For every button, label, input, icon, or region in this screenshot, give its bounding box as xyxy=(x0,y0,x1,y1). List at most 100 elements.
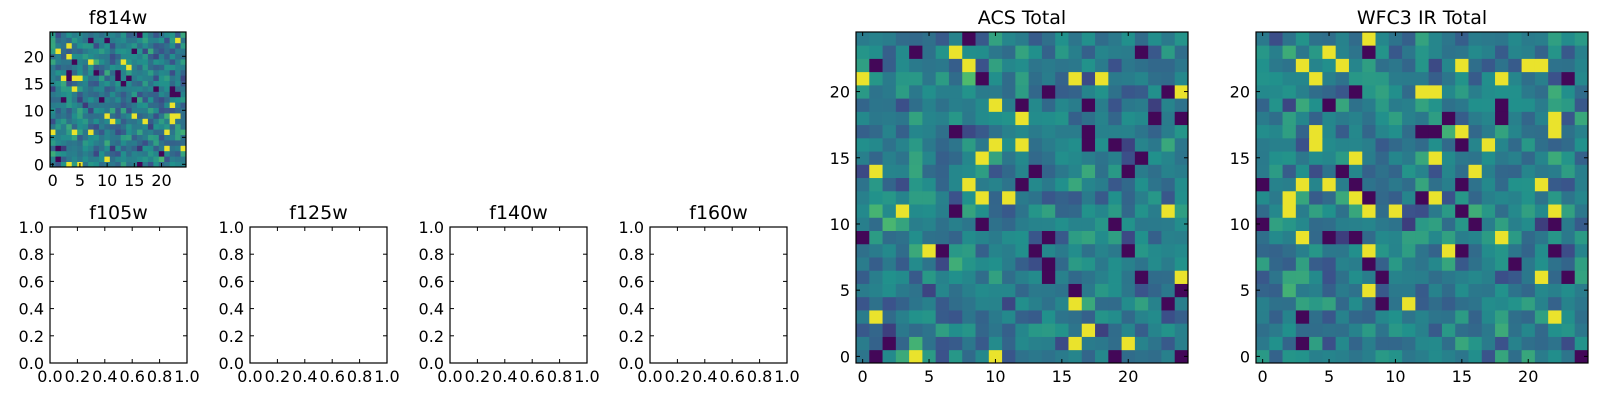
heatmap-cell xyxy=(88,86,94,92)
heatmap-cell xyxy=(169,75,176,81)
heatmap-cell xyxy=(1455,177,1469,192)
heatmap-cell xyxy=(1081,190,1096,205)
heatmap-cell xyxy=(60,32,67,38)
x-tick-label: 20 xyxy=(1118,367,1138,386)
heatmap-cell xyxy=(1108,230,1122,245)
heatmap-cell xyxy=(1282,58,1297,73)
heatmap-cell xyxy=(1121,230,1136,245)
heatmap-cell xyxy=(158,102,165,108)
heatmap-cell xyxy=(1269,164,1283,179)
heatmap-cell xyxy=(115,86,122,92)
heatmap-cell xyxy=(180,37,187,44)
heatmap-cell xyxy=(1455,296,1469,311)
heatmap-cell xyxy=(104,80,111,87)
heatmap-cell xyxy=(1174,323,1189,337)
heatmap-cell xyxy=(1002,164,1016,179)
heatmap-cell xyxy=(1256,58,1270,73)
heatmap-cell xyxy=(1161,45,1176,59)
heatmap-cell xyxy=(1081,137,1096,152)
heatmap-cell xyxy=(126,96,132,103)
heatmap-cell xyxy=(1495,296,1509,311)
heatmap-cell xyxy=(142,129,149,135)
heatmap-cell xyxy=(869,323,883,337)
heatmap-cell xyxy=(988,137,1003,152)
heatmap-cell xyxy=(869,137,883,152)
heatmap-cell xyxy=(71,123,78,130)
heatmap-cell xyxy=(1134,349,1149,364)
heatmap-cell xyxy=(55,69,62,76)
heatmap-cell xyxy=(126,69,132,76)
heatmap-cell xyxy=(93,102,100,108)
heatmap-cell xyxy=(115,118,122,125)
heatmap-cell xyxy=(1402,349,1416,364)
heatmap-cell xyxy=(142,86,149,92)
heatmap-cell xyxy=(1081,177,1096,192)
heatmap-cell xyxy=(1068,217,1083,231)
heatmap-cell xyxy=(1015,204,1030,218)
heatmap-cell xyxy=(1174,32,1189,46)
heatmap-cell xyxy=(126,150,132,157)
heatmap-cell xyxy=(1455,323,1469,337)
heatmap-cell xyxy=(93,53,100,60)
heatmap-cell xyxy=(1388,58,1403,73)
heatmap-cell xyxy=(115,75,122,81)
heatmap-cell xyxy=(1561,190,1576,205)
heatmap-cell xyxy=(82,107,89,114)
heatmap-cell xyxy=(962,310,976,324)
heatmap-cell xyxy=(104,134,111,141)
heatmap-cell xyxy=(1121,32,1136,46)
heatmap-cell xyxy=(1309,32,1323,46)
heatmap-cell xyxy=(1134,323,1149,337)
heatmap-cell xyxy=(137,91,143,98)
heatmap-cell xyxy=(1521,71,1536,86)
heatmap-cell xyxy=(988,84,1003,99)
heatmap-cell xyxy=(922,111,937,126)
heatmap-cell xyxy=(71,150,78,157)
heatmap-cell xyxy=(1148,283,1162,298)
heatmap-cell xyxy=(882,124,897,139)
heatmap-cell xyxy=(1282,310,1297,324)
heatmap-cell xyxy=(1362,310,1376,324)
heatmap-cell xyxy=(1441,217,1456,231)
heatmap-cell xyxy=(126,64,132,71)
heatmap-cell xyxy=(1548,98,1562,112)
heatmap-cell xyxy=(1174,151,1189,165)
heatmap-cell xyxy=(175,140,181,146)
heatmap-cell xyxy=(1055,349,1069,364)
heatmap-cell xyxy=(1362,32,1376,46)
heatmap-cell xyxy=(104,64,111,71)
x-tick-label: 1.0 xyxy=(174,367,199,386)
heatmap-cell xyxy=(922,164,937,179)
heatmap-cell xyxy=(1534,32,1549,46)
heatmap-cell xyxy=(856,58,870,73)
heatmap-cell xyxy=(1015,151,1030,165)
heatmap-cell xyxy=(1534,323,1549,337)
heatmap-cell xyxy=(153,32,160,38)
x-tick-label: 1.0 xyxy=(374,367,399,386)
heatmap-cell xyxy=(922,58,937,73)
x-tick-label: 20 xyxy=(1518,367,1538,386)
heatmap-cell xyxy=(1548,243,1562,258)
heatmap-cell xyxy=(1441,204,1456,218)
heatmap-cell xyxy=(71,59,78,65)
heatmap-cell xyxy=(1468,349,1483,364)
heatmap-cell xyxy=(1561,217,1576,231)
heatmap-cell xyxy=(115,91,122,98)
heatmap-cell xyxy=(120,134,127,141)
heatmap-cell xyxy=(137,156,143,162)
heatmap-cell xyxy=(856,177,870,192)
heatmap-cell xyxy=(1574,270,1589,284)
heatmap-cell xyxy=(126,48,132,54)
heatmap-cell xyxy=(109,123,116,130)
heatmap-cell xyxy=(88,150,94,157)
heatmap-cell xyxy=(1282,283,1297,298)
heatmap-cell xyxy=(169,59,176,65)
heatmap-cell xyxy=(175,37,181,44)
heatmap-cell xyxy=(66,32,73,38)
heatmap-cell xyxy=(895,190,910,205)
heatmap-cell xyxy=(77,64,84,71)
heatmap-cell xyxy=(55,156,62,162)
heatmap-cell xyxy=(115,64,122,71)
heatmap-cell xyxy=(935,296,950,311)
heatmap-cell xyxy=(126,37,132,44)
